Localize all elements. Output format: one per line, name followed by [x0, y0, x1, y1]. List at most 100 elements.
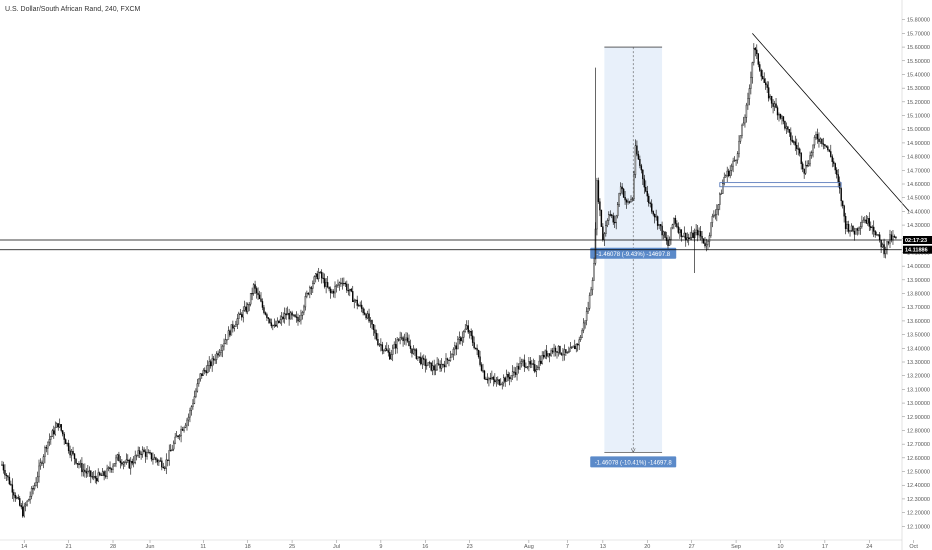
candle-body: [608, 214, 610, 221]
candle-body: [260, 298, 262, 302]
candle-body: [344, 283, 347, 285]
candle-body: [584, 320, 586, 324]
candle-body: [501, 382, 503, 385]
x-tick-label: Jul: [333, 544, 340, 550]
candle-body: [165, 459, 167, 469]
candle-body: [433, 365, 435, 371]
candle-body: [643, 178, 646, 188]
candle-body: [748, 88, 751, 100]
candle-body: [180, 429, 182, 437]
y-tick-label: 13.50000: [907, 333, 930, 339]
candle-body: [596, 180, 598, 230]
candle-body: [306, 292, 308, 297]
candle-body: [79, 463, 82, 466]
candle-body: [356, 299, 358, 306]
candle-body: [806, 164, 808, 167]
candle-body: [252, 284, 255, 294]
candle-body: [759, 64, 761, 71]
candle-body: [523, 359, 526, 368]
candle-body: [720, 193, 722, 195]
candle-body: [100, 474, 102, 476]
candle-body: [437, 363, 440, 365]
candle-body: [815, 134, 817, 138]
candle-body: [85, 471, 88, 474]
y-tick-label: 12.40000: [907, 483, 930, 489]
candle-body: [479, 356, 481, 365]
price-axis[interactable]: 12.10000 12.20000 12.30000 12.40000 12.50000…: [901, 0, 930, 550]
drawings-layer[interactable]: [0, 33, 910, 251]
candle-body: [828, 149, 831, 152]
candle-body: [357, 305, 360, 307]
y-tick-label: 15.10000: [907, 114, 930, 120]
candle-body: [540, 360, 542, 364]
candle-body: [269, 318, 271, 323]
y-tick-label: 14.60000: [907, 182, 930, 188]
candle-body: [692, 232, 694, 239]
candle-body: [776, 107, 779, 116]
candle-body: [402, 337, 404, 342]
candle-body: [10, 483, 12, 485]
candle-body: [870, 226, 872, 228]
candle-body: [871, 226, 873, 229]
candle-body: [48, 439, 51, 443]
candle-body: [751, 62, 754, 78]
candle-body: [195, 390, 197, 397]
candle-body: [825, 145, 828, 147]
candle-body: [781, 116, 783, 119]
candle-body: [508, 377, 511, 380]
candle-body: [175, 435, 178, 438]
candle-body: [276, 320, 278, 327]
candle-body: [568, 351, 570, 353]
candle-body: [847, 224, 850, 232]
candle-body: [335, 284, 338, 287]
x-tick-label: 20: [644, 544, 650, 550]
candle-body: [365, 314, 367, 319]
candle-body: [627, 201, 629, 203]
measure-label-bottom-box: [590, 456, 677, 468]
candle-body: [272, 324, 274, 327]
candle-body: [5, 474, 8, 477]
candle-body: [63, 433, 65, 440]
candle-body: [138, 450, 141, 455]
candle-body: [319, 271, 321, 274]
candle-body: [850, 225, 853, 231]
candle-body: [53, 430, 55, 435]
trend-line[interactable]: [752, 33, 910, 212]
candle-body: [178, 435, 181, 438]
candle-body: [285, 313, 287, 316]
support-rectangle[interactable]: [719, 182, 842, 188]
time-axis[interactable]: 14 21 28 Jun 11 18 25 Jul 9 16 23 Aug 7 13 20 27 Sep 10 17…: [0, 539, 918, 550]
candle-body: [563, 349, 566, 355]
candle-body: [628, 201, 631, 203]
candle-body: [739, 135, 742, 142]
candle-body: [864, 219, 866, 221]
candle-body: [295, 316, 298, 318]
candle-body: [810, 152, 813, 156]
price-tag-box: [903, 245, 932, 254]
candle-body: [411, 348, 413, 354]
candle-body: [291, 312, 293, 316]
candle-body: [819, 138, 822, 142]
candle-body: [292, 314, 295, 316]
candle-body: [732, 160, 734, 167]
candle-body: [772, 103, 774, 107]
candle-body: [298, 319, 301, 322]
candle-body: [757, 53, 759, 65]
candle-body: [727, 170, 730, 177]
candle-body: [889, 234, 891, 244]
candle-body: [440, 363, 443, 369]
candle-body: [144, 451, 147, 457]
candle-body: [843, 205, 845, 217]
candle-body: [69, 450, 71, 456]
candle-body: [381, 344, 384, 351]
y-tick-label: 12.60000: [907, 456, 930, 462]
candle-body: [466, 325, 468, 330]
candle-body: [273, 324, 276, 326]
candle-body: [23, 505, 25, 517]
candle-body: [408, 341, 410, 347]
candle-body: [861, 222, 863, 227]
candle-body: [565, 349, 567, 353]
candle-body: [600, 209, 603, 227]
candle-body: [491, 377, 493, 379]
